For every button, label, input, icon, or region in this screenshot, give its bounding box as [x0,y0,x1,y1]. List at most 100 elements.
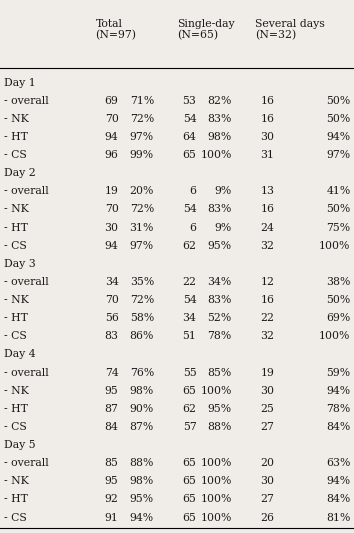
Text: 90%: 90% [130,404,154,414]
Text: 85: 85 [105,458,119,468]
Text: 91: 91 [105,513,119,522]
Text: 52%: 52% [207,313,232,323]
Text: 92: 92 [105,495,119,504]
Text: - NK: - NK [4,386,28,395]
Text: 86%: 86% [130,332,154,341]
Text: 70: 70 [105,295,119,305]
Text: 98%: 98% [130,477,154,486]
Text: 62: 62 [182,404,196,414]
Text: - CS: - CS [4,150,26,160]
Text: 50%: 50% [326,114,350,124]
Text: 97%: 97% [130,241,154,251]
Text: 72%: 72% [130,295,154,305]
Text: 100%: 100% [200,495,232,504]
Text: 34%: 34% [207,277,232,287]
Text: - overall: - overall [4,187,48,196]
Text: 95%: 95% [208,241,232,251]
Text: 98%: 98% [130,386,154,395]
Text: 54: 54 [183,295,196,305]
Text: 62: 62 [182,241,196,251]
Text: 22: 22 [182,277,196,287]
Text: 20%: 20% [130,187,154,196]
Text: 50%: 50% [326,295,350,305]
Text: 78%: 78% [326,404,350,414]
Text: 100%: 100% [200,458,232,468]
Text: 65: 65 [183,150,196,160]
Text: 76%: 76% [130,368,154,377]
Text: 94%: 94% [326,132,350,142]
Text: 63%: 63% [326,458,350,468]
Text: Single-day
(N=65): Single-day (N=65) [177,19,235,41]
Text: 32: 32 [260,332,274,341]
Text: 35%: 35% [130,277,154,287]
Text: 87%: 87% [130,422,154,432]
Text: 56: 56 [105,313,119,323]
Text: 88%: 88% [207,422,232,432]
Text: 65: 65 [183,495,196,504]
Text: 6: 6 [189,223,196,232]
Text: 100%: 100% [319,241,350,251]
Text: 16: 16 [260,96,274,106]
Text: 84: 84 [105,422,119,432]
Text: - overall: - overall [4,368,48,377]
Text: 24: 24 [261,223,274,232]
Text: 57: 57 [183,422,196,432]
Text: 27: 27 [261,422,274,432]
Text: - CS: - CS [4,332,26,341]
Text: 22: 22 [260,313,274,323]
Text: 83%: 83% [207,114,232,124]
Text: 74: 74 [105,368,119,377]
Text: 16: 16 [260,205,274,214]
Text: 30: 30 [260,132,274,142]
Text: 84%: 84% [326,495,350,504]
Text: 94: 94 [105,132,119,142]
Text: 34: 34 [183,313,196,323]
Text: 99%: 99% [130,150,154,160]
Text: 58%: 58% [130,313,154,323]
Text: 83: 83 [104,332,119,341]
Text: - CS: - CS [4,513,26,522]
Text: 70: 70 [105,114,119,124]
Text: 95%: 95% [130,495,154,504]
Text: - overall: - overall [4,96,48,106]
Text: 82%: 82% [207,96,232,106]
Text: 100%: 100% [319,332,350,341]
Text: 78%: 78% [207,332,232,341]
Text: 9%: 9% [215,187,232,196]
Text: 34: 34 [105,277,119,287]
Text: - HT: - HT [4,495,27,504]
Text: 94%: 94% [326,477,350,486]
Text: 41%: 41% [326,187,350,196]
Text: 54: 54 [183,205,196,214]
Text: 72%: 72% [130,205,154,214]
Text: 95: 95 [105,477,119,486]
Text: 83%: 83% [207,205,232,214]
Text: 72%: 72% [130,114,154,124]
Text: 55: 55 [183,368,196,377]
Text: Day 2: Day 2 [4,168,35,178]
Text: Several days
(N=32): Several days (N=32) [255,19,325,41]
Text: 65: 65 [183,513,196,522]
Text: 100%: 100% [200,150,232,160]
Text: 13: 13 [260,187,274,196]
Text: 16: 16 [260,114,274,124]
Text: 100%: 100% [200,513,232,522]
Text: - HT: - HT [4,132,27,142]
Text: Day 4: Day 4 [4,350,35,359]
Text: Day 5: Day 5 [4,440,35,450]
Text: 50%: 50% [326,205,350,214]
Text: - HT: - HT [4,313,27,323]
Text: 94: 94 [105,241,119,251]
Text: 94%: 94% [326,386,350,395]
Text: 65: 65 [183,386,196,395]
Text: 84%: 84% [326,422,350,432]
Text: - NK: - NK [4,205,28,214]
Text: 51: 51 [183,332,196,341]
Text: 69%: 69% [326,313,350,323]
Text: 16: 16 [260,295,274,305]
Text: 64: 64 [183,132,196,142]
Text: - overall: - overall [4,277,48,287]
Text: 65: 65 [183,458,196,468]
Text: - NK: - NK [4,477,28,486]
Text: 30: 30 [104,223,119,232]
